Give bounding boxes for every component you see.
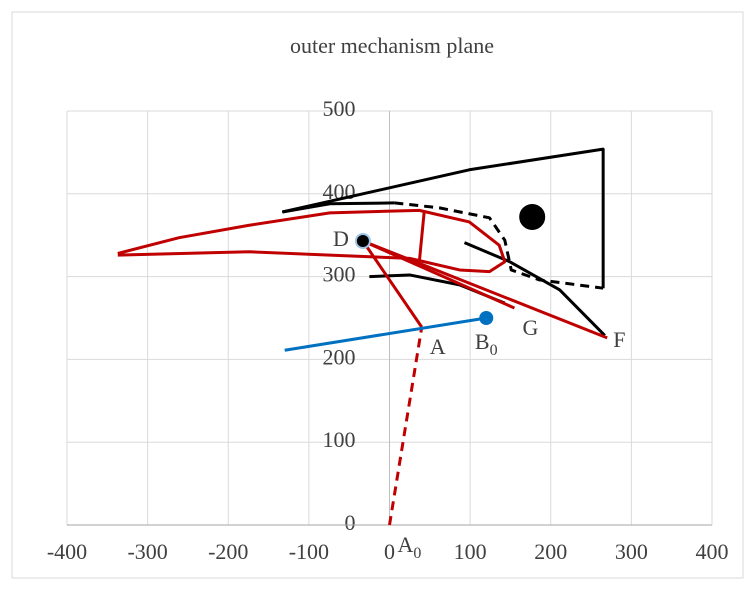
x-tick-label: 200: [534, 539, 567, 564]
chart-title: outer mechanism plane: [290, 33, 494, 58]
series-line: [281, 147, 605, 289]
x-tick-label: -400: [47, 539, 87, 564]
label-text: B: [475, 329, 490, 354]
y-tick-label: 100: [323, 427, 356, 452]
label-text: F: [613, 327, 625, 352]
series-line: [388, 326, 424, 526]
x-tick-label: -200: [208, 539, 248, 564]
point-label: A: [430, 334, 446, 359]
series-line: [463, 241, 606, 337]
label-text: A: [398, 532, 414, 557]
point-marker: [354, 232, 371, 249]
label-text: D: [333, 226, 349, 251]
x-tick-label: 300: [615, 539, 648, 564]
point-marker: [479, 311, 494, 325]
y-tick-label: 500: [323, 96, 356, 121]
point-label: A0: [398, 532, 422, 562]
point-marker: [519, 203, 546, 230]
series-line: [117, 208, 507, 274]
label-text: A: [430, 334, 446, 359]
series-line: [362, 239, 516, 310]
x-tick-label: -100: [289, 539, 329, 564]
series-line: [282, 201, 395, 214]
x-tick-label: 0: [384, 539, 395, 564]
series-line: [417, 211, 426, 262]
label-subscript: 0: [413, 545, 421, 562]
label-text: G: [522, 315, 538, 340]
point-label: G: [522, 315, 538, 340]
series-line: [362, 239, 608, 340]
x-tick-label: 100: [454, 539, 487, 564]
series-line: [284, 316, 487, 352]
series-line: [361, 240, 423, 328]
y-tick-label: 0: [345, 510, 356, 535]
point-label: D: [333, 226, 349, 251]
point-label: F: [613, 327, 625, 352]
x-tick-label: 400: [696, 539, 729, 564]
label-subscript: 0: [490, 342, 498, 359]
chart-border: [11, 11, 744, 579]
point-label: B0: [475, 329, 498, 359]
y-tick-label: 200: [323, 344, 356, 369]
x-tick-label: -300: [127, 539, 167, 564]
y-tick-label: 300: [323, 262, 356, 287]
